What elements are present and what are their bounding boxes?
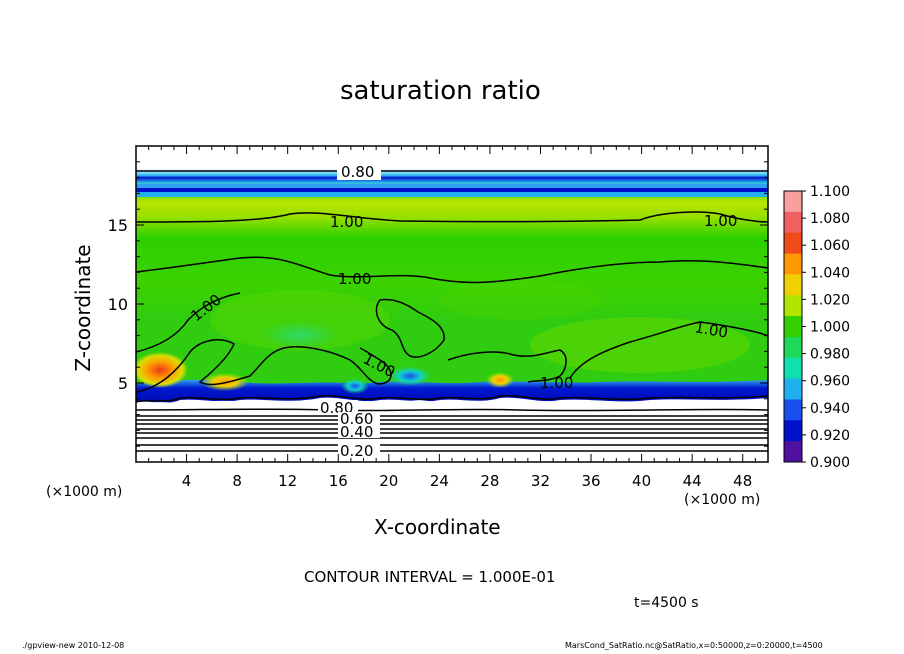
chart-title: saturation ratio [340,76,541,106]
x-tick-label: 20 [379,472,398,490]
y-axis-label: Z-coordinate [71,244,95,372]
x-tick-label: 48 [733,472,752,490]
colorbar-swatch [784,336,802,359]
y-axis: 5 10 15 [108,161,768,447]
x-axis-label: X-coordinate [374,515,501,539]
colorbar-swatch [784,191,802,213]
contour-label: 1.00 [540,374,573,392]
colorbar-swatch [784,420,802,442]
colorbar-label: 1.100 [810,184,850,200]
colorbar-label: 1.060 [810,238,850,254]
contour-label: 1.00 [338,270,371,288]
x-tick-label: 8 [232,472,242,490]
z-unit-label: (×1000 m) [46,484,123,500]
colorbar-label: 0.920 [810,428,850,444]
colorbar-swatch [784,253,802,275]
contour-label-group: 0.80 1.00 1.00 1.00 1.00 1.00 1.00 1.00 … [187,162,737,460]
contour-label: 1.00 [330,213,363,231]
colorbar-swatch [784,357,802,380]
colorbar-swatch [784,232,802,255]
colorbar-swatch [784,441,802,463]
y-tick-label: 5 [118,374,128,393]
contour-label: 0.40 [340,423,373,441]
colorbar-label: 1.080 [810,211,850,227]
footer-left: ./gpview-new 2010-12-08 [22,641,125,650]
x-tick-label: 44 [683,472,702,490]
x-tick-label: 32 [531,472,550,490]
colorbar-swatch [784,316,802,338]
contour-label: 0.80 [341,163,374,181]
y-tick-label: 10 [108,295,128,314]
y-tick-label: 15 [108,216,128,235]
colorbar-label: 0.960 [810,374,850,390]
time-label: t=4500 s [634,595,699,611]
x-tick-label: 36 [581,472,600,490]
colorbar-swatch [784,274,802,296]
contour-label: 0.20 [340,442,373,460]
x-tick-label: 12 [278,472,297,490]
contour-label: 0.60 [340,410,373,428]
x-tick-label: 4 [182,472,192,490]
colorbar: 1.100 1.080 1.060 1.040 1.020 1.000 0.980 0.960… [783,184,850,471]
colorbar-label: 0.980 [810,347,850,363]
x-tick-label: 16 [329,472,348,490]
colorbar-swatch [784,399,802,421]
contour-lines [136,170,768,452]
colorbar-label: 0.900 [810,455,850,471]
colorbar-swatch [784,378,802,400]
x-tick-label: 24 [430,472,449,490]
contour-interval-text: CONTOUR INTERVAL = 1.000E-01 [304,568,556,586]
colorbar-swatch [784,295,802,317]
saturation-field [136,146,768,462]
footer-right: MarsCond_SatRatio.nc@SatRatio,x=0:50000,… [565,641,823,650]
colorbar-swatch [784,211,802,234]
contour-label: 1.00 [693,318,729,342]
colorbar-label: 0.940 [810,401,850,417]
contour-label: 1.00 [704,212,737,230]
x-tick-label: 28 [480,472,499,490]
colorbar-label: 1.000 [810,320,850,336]
colorbar-label: 1.040 [810,265,850,281]
x-tick-label: 40 [632,472,651,490]
colorbar-label: 1.020 [810,292,850,308]
x-unit-label: (×1000 m) [684,492,761,508]
x-axis: 4 8 12 16 20 24 28 32 36 40 44 48 [148,146,756,490]
